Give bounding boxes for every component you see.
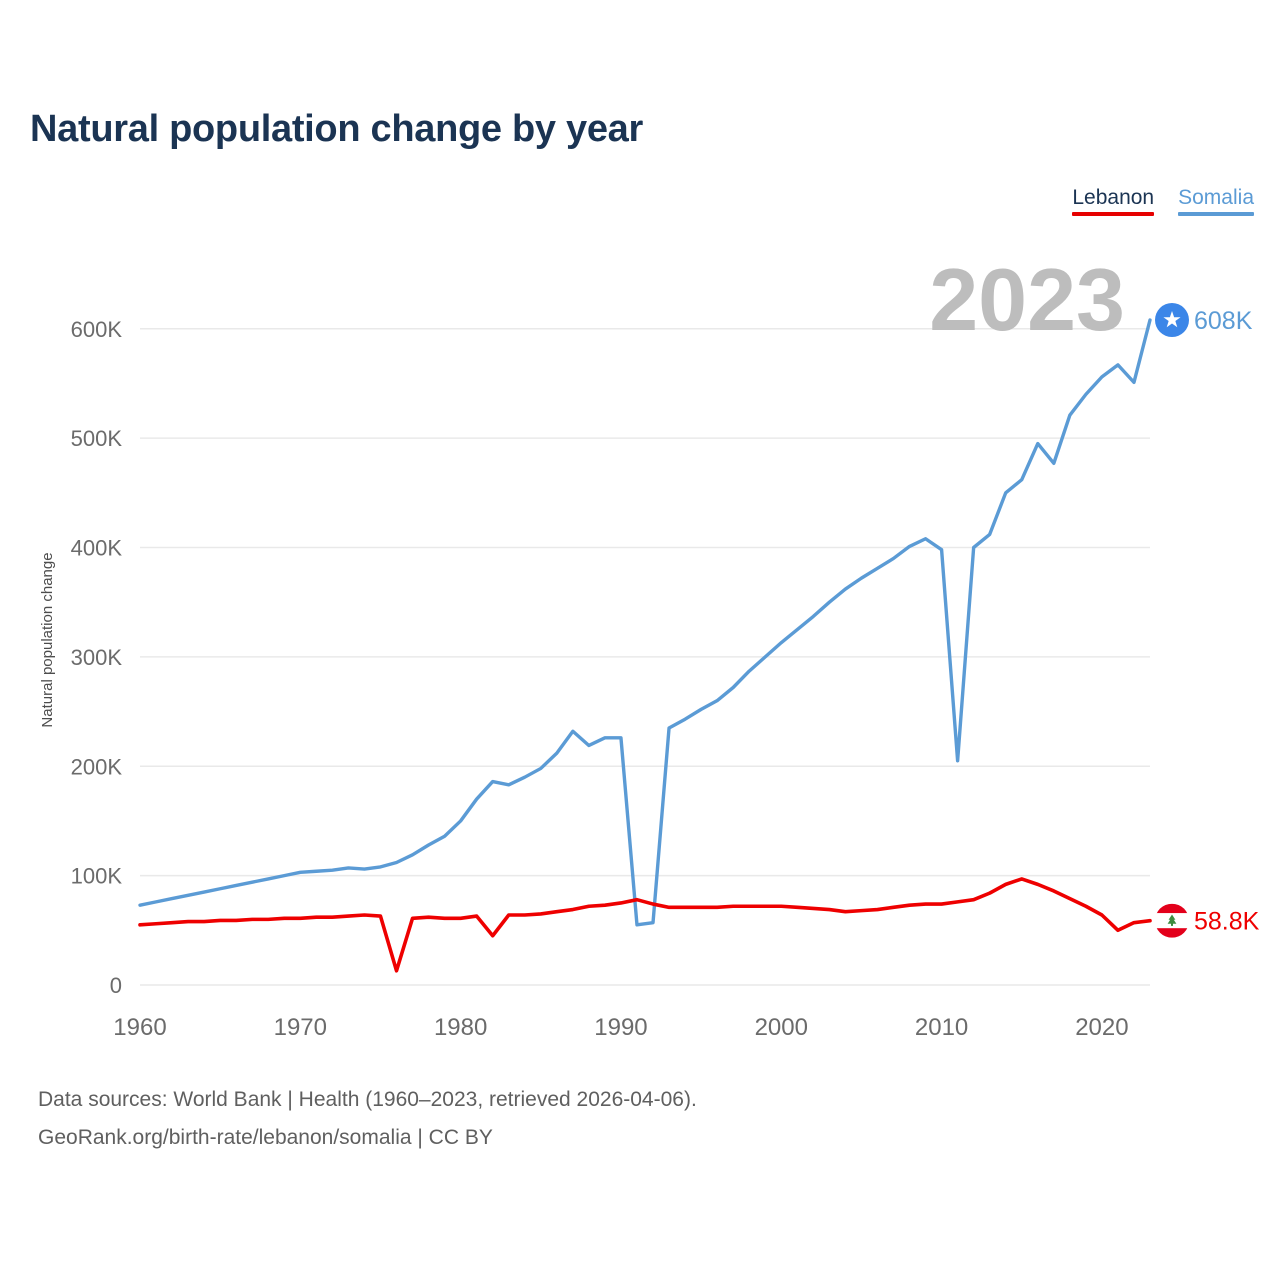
legend-swatch-lebanon <box>1072 212 1155 216</box>
y-tick-label: 400K <box>71 536 123 561</box>
endpoint-label-lebanon: 58.8K <box>1194 908 1260 936</box>
x-axis-ticks: 1960 1970 1980 1990 2000 2010 2020 <box>113 1014 1128 1041</box>
legend-label-somalia: Somalia <box>1178 186 1254 209</box>
y-axis-label: Natural population change <box>39 552 56 727</box>
legend-item-lebanon[interactable]: Lebanon <box>1072 186 1155 216</box>
endpoint-label-somalia: 608K <box>1194 307 1253 335</box>
y-tick-label: 500K <box>71 426 123 451</box>
footer-data-sources: Data sources: World Bank | Health (1960–… <box>38 1088 697 1111</box>
chart-legend: Lebanon Somalia <box>1072 186 1254 216</box>
y-axis-ticks: 0 100K 200K 300K 400K 500K 600K <box>71 317 123 998</box>
legend-item-somalia[interactable]: Somalia <box>1178 186 1254 216</box>
chart-gridlines <box>140 328 1150 986</box>
y-tick-label: 0 <box>110 973 122 998</box>
x-tick-label: 1960 <box>113 1014 166 1041</box>
year-watermark: 2023 <box>929 250 1125 349</box>
x-tick-label: 2010 <box>915 1014 968 1041</box>
endpoint-marker-somalia[interactable] <box>1155 303 1189 337</box>
footer-attribution[interactable]: GeoRank.org/birth-rate/lebanon/somalia |… <box>38 1126 493 1149</box>
x-tick-label: 2020 <box>1075 1014 1128 1041</box>
legend-swatch-somalia <box>1178 212 1254 216</box>
y-tick-label: 100K <box>71 864 123 889</box>
y-tick-label: 300K <box>71 645 123 670</box>
y-tick-label: 200K <box>71 754 123 779</box>
x-tick-label: 1980 <box>434 1014 487 1041</box>
legend-label-lebanon: Lebanon <box>1072 186 1155 209</box>
y-tick-label: 600K <box>71 317 123 342</box>
endpoint-marker-lebanon[interactable] <box>1155 903 1189 938</box>
series-line-lebanon <box>138 877 1152 973</box>
x-tick-label: 1990 <box>594 1014 647 1041</box>
page-title: Natural population change by year <box>30 108 643 150</box>
x-tick-label: 1970 <box>274 1014 327 1041</box>
series-line-somalia <box>138 318 1152 927</box>
x-tick-label: 2000 <box>755 1014 808 1041</box>
